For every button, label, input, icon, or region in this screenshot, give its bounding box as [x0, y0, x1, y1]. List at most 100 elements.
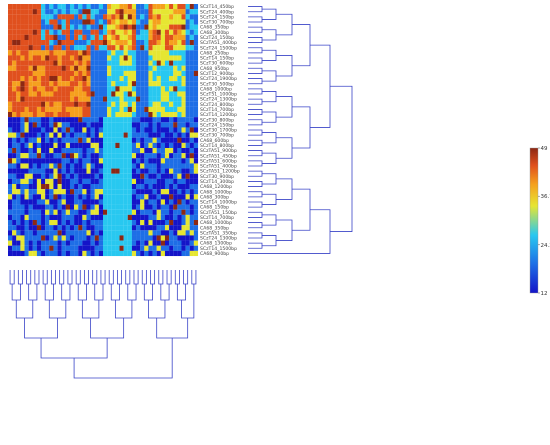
column-dendrogram-branch: [181, 284, 195, 319]
heatmap-cell: [94, 117, 99, 123]
heatmap-cell: [82, 86, 87, 92]
heatmap-cell: [16, 158, 21, 164]
heatmap-cell: [61, 60, 66, 66]
heatmap-cell: [69, 29, 75, 35]
heatmap-cell: [144, 24, 149, 30]
heatmap-cell: [49, 163, 54, 169]
heatmap-cell: [12, 14, 17, 20]
row-dendrogram-branch: [292, 106, 311, 149]
heatmap-cell: [152, 225, 157, 231]
heatmap-cell: [98, 235, 104, 241]
heatmap-cell: [140, 117, 145, 123]
heatmap-cell: [131, 9, 137, 15]
heatmap-cell: [45, 101, 50, 107]
heatmap-cell: [86, 209, 91, 215]
heatmap-cell: [140, 158, 145, 164]
heatmap-cell: [164, 194, 170, 200]
heatmap-cell: [8, 235, 13, 241]
heatmap-cell: [115, 50, 120, 56]
heatmap-cell: [119, 168, 124, 174]
heatmap-cell: [177, 55, 182, 61]
heatmap-cell: [12, 117, 17, 123]
heatmap-cell: [36, 70, 42, 77]
heatmap-cell: [144, 148, 149, 154]
heatmap-cell: [49, 178, 54, 185]
heatmap-cell: [189, 40, 194, 46]
row-label: SCzT24_1300bp: [200, 97, 237, 103]
heatmap-cell: [189, 214, 194, 221]
heatmap-cell: [111, 29, 116, 35]
heatmap-cell: [53, 9, 58, 15]
heatmap-cell: [140, 250, 145, 257]
column-dendrogram-branch: [191, 270, 197, 285]
heatmap-cell: [107, 230, 112, 236]
heatmap-cell: [98, 184, 104, 190]
heatmap-cell: [185, 230, 190, 236]
heatmap-cell: [94, 24, 99, 30]
heatmap-cell: [148, 132, 153, 138]
row-dendrogram-branch: [330, 85, 353, 232]
heatmap-cell: [177, 117, 182, 123]
heatmap-cell: [144, 55, 149, 61]
heatmap-cell: [98, 173, 104, 179]
heatmap-cell: [82, 4, 87, 10]
heatmap-cell: [53, 76, 58, 82]
heatmap-cell: [86, 34, 91, 41]
heatmap-cell: [119, 127, 124, 133]
heatmap-cell: [32, 163, 37, 169]
heatmap-cell: [111, 142, 116, 149]
row-dendrogram-branch: [262, 8, 277, 20]
color-scale-tick-label: 49: [541, 146, 548, 152]
heatmap-cell: [164, 250, 170, 257]
heatmap-cell: [24, 14, 29, 20]
row-dendrogram-branch: [292, 188, 311, 231]
heatmap-cell: [160, 194, 166, 200]
heatmap-cell: [177, 40, 182, 46]
heatmap-cell: [173, 245, 178, 251]
heatmap-cell: [24, 45, 29, 51]
heatmap-cell: [74, 153, 79, 159]
column-dendrogram-branch: [143, 284, 153, 301]
heatmap-cell: [24, 250, 29, 257]
heatmap-cell: [78, 132, 83, 138]
heatmap-cell: [193, 106, 199, 113]
heatmap-cell: [144, 34, 149, 41]
heatmap-cell: [20, 9, 25, 15]
heatmap-cell: [148, 45, 153, 51]
heatmap-cell: [12, 142, 17, 149]
heatmap-cell: [57, 209, 62, 215]
column-dendrogram-branch: [90, 318, 125, 339]
row-label: SCzT12_900bp: [200, 71, 234, 77]
heatmap-cell: [53, 19, 58, 25]
heatmap-cell: [131, 50, 137, 56]
heatmap-cell: [57, 86, 62, 92]
heatmap-cell: [82, 91, 87, 97]
heatmap-cell: [41, 55, 46, 61]
heatmap-cell: [131, 194, 137, 200]
heatmap-cell: [177, 168, 182, 174]
heatmap-cell: [94, 45, 99, 51]
heatmap-cell: [181, 250, 186, 257]
heatmap-cell: [57, 214, 62, 221]
heatmap-cell: [127, 60, 132, 66]
heatmap-cell: [119, 220, 124, 226]
heatmap-cell: [12, 240, 17, 246]
heatmap-cell: [164, 19, 170, 25]
heatmap-cell: [107, 168, 112, 174]
heatmap-cell: [8, 225, 13, 231]
heatmap-cell: [111, 245, 116, 251]
heatmap-cell: [94, 173, 99, 179]
heatmap-cell: [20, 137, 25, 143]
heatmap-cell: [82, 101, 87, 107]
heatmap-cell: [49, 122, 54, 128]
heatmap-cell: [36, 168, 42, 174]
heatmap-cell: [86, 163, 91, 169]
heatmap-cell: [164, 158, 170, 164]
row-dendrogram-branch: [248, 47, 263, 54]
heatmap-cell: [24, 148, 29, 154]
heatmap-cell: [45, 225, 50, 231]
heatmap-cell: [94, 91, 99, 97]
heatmap-cell: [164, 163, 170, 169]
heatmap-cell: [111, 250, 116, 257]
heatmap-cell: [119, 204, 124, 210]
